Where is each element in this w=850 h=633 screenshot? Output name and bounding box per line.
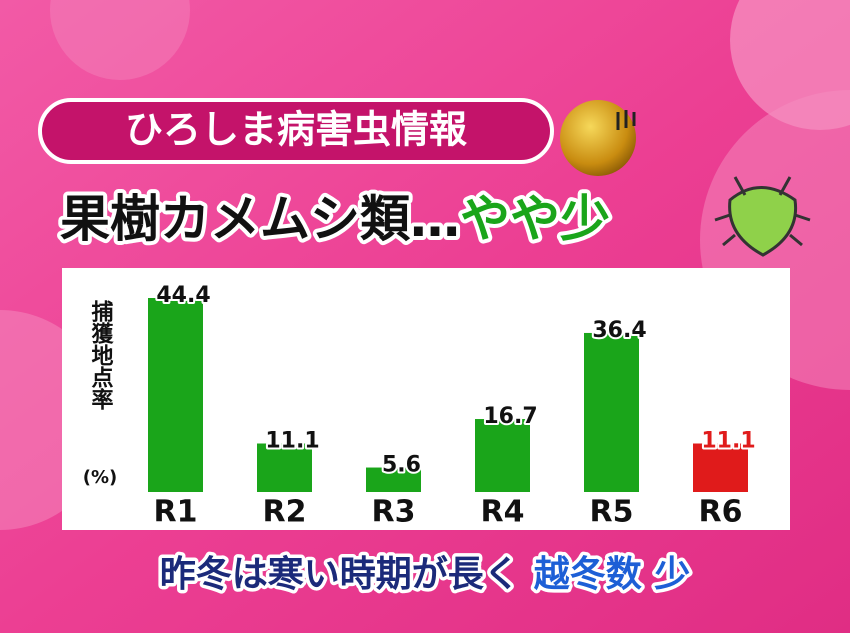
- bar: [366, 467, 421, 492]
- caption: 昨冬は寒い時期が長く 越冬数 少: [160, 554, 691, 595]
- bar: [148, 298, 203, 492]
- value-label: 16.7: [483, 404, 537, 429]
- bug-icon: [714, 176, 811, 257]
- y-label: 捕獲地点率: [88, 300, 114, 410]
- caption-text: 昨冬は寒い時期が長く: [160, 554, 520, 595]
- value-label: 44.4: [156, 283, 210, 308]
- fruit-marks: [616, 110, 636, 130]
- bar: [693, 443, 748, 492]
- x-tick-label: R4: [481, 495, 525, 530]
- value-label: 11.1: [701, 429, 755, 454]
- badge: [38, 98, 554, 164]
- x-tick-label: R3: [372, 495, 416, 530]
- y-unit: (%): [83, 467, 118, 488]
- x-tick-label: R6: [699, 495, 743, 530]
- bg-circle: [50, 0, 190, 80]
- title-main: 果樹カメムシ類…: [60, 190, 460, 248]
- value-label: 5.6: [382, 453, 421, 478]
- value-label: 11.1: [265, 429, 319, 454]
- x-tick-label: R2: [263, 495, 307, 530]
- title: 果樹カメムシ類…やや少: [60, 190, 610, 248]
- x-tick-label: R5: [590, 495, 634, 530]
- bar: [475, 419, 530, 492]
- bar: [257, 443, 312, 492]
- value-label: 36.4: [592, 318, 646, 343]
- bar: [584, 332, 639, 492]
- title-highlight: やや少: [460, 190, 610, 248]
- caption-highlight: 越冬数 少: [534, 554, 691, 595]
- x-tick-label: R1: [154, 495, 198, 530]
- badge-text: ひろしま病害虫情報: [125, 108, 467, 152]
